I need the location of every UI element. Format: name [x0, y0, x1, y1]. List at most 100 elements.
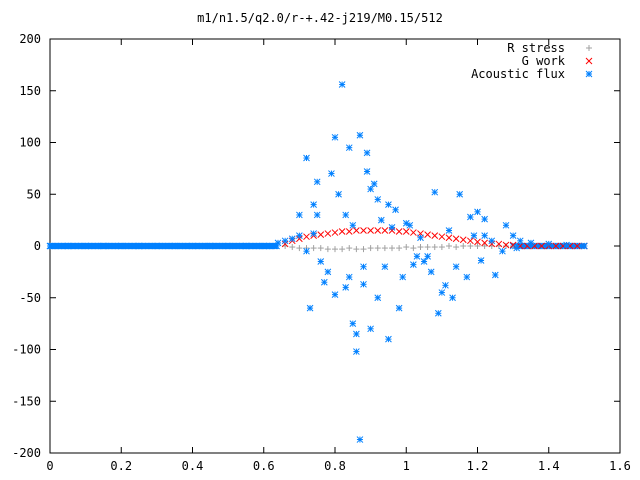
- acoustic-flux-point: [374, 294, 382, 302]
- acoustic-flux-point: [381, 263, 389, 271]
- acoustic-flux-point: [46, 242, 54, 250]
- acoustic-flux-point: [417, 234, 424, 242]
- acoustic-flux-point: [395, 304, 403, 312]
- legend-label-acoustic-flux: Acoustic flux: [471, 67, 565, 81]
- g-work-point: [374, 227, 382, 234]
- acoustic-flux-point: [331, 133, 339, 141]
- acoustic-flux-point: [310, 230, 317, 237]
- acoustic-flux-point: [502, 221, 510, 229]
- acoustic-flux-point: [338, 81, 346, 88]
- r-stress-point: [389, 245, 395, 252]
- g-work-point: [573, 242, 581, 250]
- x-tick-label: 0.8: [324, 459, 346, 473]
- acoustic-flux-point: [353, 348, 360, 355]
- acoustic-flux-point: [367, 185, 374, 193]
- x-tick-label: 1: [403, 459, 410, 473]
- acoustic-flux-point: [345, 144, 353, 152]
- acoustic-flux-point: [345, 273, 353, 281]
- acoustic-flux-point: [410, 261, 417, 268]
- r-stress-point: [424, 244, 431, 251]
- g-work-point: [445, 234, 453, 242]
- r-stress-point: [403, 244, 410, 251]
- acoustic-flux-point: [509, 232, 517, 240]
- acoustic-flux-point: [488, 237, 496, 245]
- g-work-point: [360, 227, 367, 234]
- r-stress-point: [317, 245, 324, 252]
- r-stress-point: [396, 245, 403, 252]
- acoustic-flux-point: [527, 239, 535, 247]
- acoustic-flux-point: [303, 247, 310, 255]
- y-tick-label: -150: [12, 394, 41, 408]
- r-stress-point: [360, 246, 367, 253]
- acoustic-flux-point: [360, 263, 367, 271]
- g-work-point: [538, 242, 545, 250]
- legend-marker-g-work: [585, 57, 593, 65]
- r-stress-point: [417, 244, 424, 251]
- acoustic-flux-point: [328, 170, 335, 177]
- r-stress-point: [346, 245, 353, 252]
- g-work-point: [495, 240, 503, 248]
- y-tick-label: -200: [12, 446, 41, 460]
- acoustic-flux-point: [242, 242, 250, 250]
- r-stress-point: [481, 243, 488, 249]
- r-stress-point: [453, 244, 460, 251]
- r-stress-point: [289, 244, 296, 251]
- y-tick-label: 100: [19, 136, 41, 150]
- acoustic-flux-point: [317, 258, 325, 265]
- acoustic-flux-point: [467, 213, 474, 221]
- acoustic-flux-point: [342, 284, 350, 291]
- r-stress-point: [474, 243, 481, 249]
- acoustic-flux-point: [420, 258, 428, 265]
- acoustic-flux-point: [296, 232, 303, 240]
- acoustic-flux-point: [563, 241, 570, 249]
- acoustic-flux-point: [356, 436, 364, 443]
- legend-marker-acoustic-flux: [585, 70, 593, 78]
- acoustic-flux-point: [374, 196, 382, 203]
- acoustic-flux-point: [402, 219, 410, 227]
- r-stress-point: [374, 245, 381, 252]
- legend: R stress G work Acoustic flux: [471, 41, 593, 81]
- acoustic-flux-point: [135, 242, 143, 250]
- x-tick-label: 0.2: [110, 459, 132, 473]
- acoustic-flux-point: [117, 242, 125, 250]
- r-stress-point: [410, 245, 417, 252]
- x-tick-label: 1.4: [538, 459, 560, 473]
- g-work-point: [331, 229, 339, 236]
- acoustic-flux-point: [363, 149, 371, 157]
- legend-marker-r-stress: [586, 45, 592, 51]
- acoustic-flux-point: [310, 201, 317, 208]
- g-work-point: [296, 235, 303, 243]
- acoustic-flux-point: [424, 252, 431, 260]
- g-work-point: [467, 237, 474, 245]
- acoustic-flux-point: [481, 215, 488, 223]
- acoustic-flux-point: [413, 252, 421, 260]
- g-work-point: [353, 227, 360, 234]
- x-tick-label: 0: [46, 459, 53, 473]
- acoustic-flux-point: [356, 131, 364, 139]
- acoustic-flux-point: [392, 206, 399, 214]
- acoustic-flux-point: [171, 242, 179, 250]
- g-work-point: [317, 231, 325, 238]
- legend-label-g-work: G work: [522, 54, 566, 68]
- acoustic-flux-point: [303, 154, 310, 162]
- g-work-point: [474, 238, 481, 246]
- r-stress-point: [460, 243, 467, 249]
- acoustic-flux-point: [320, 278, 328, 286]
- acoustic-flux-point: [206, 242, 214, 250]
- acoustic-flux-point: [349, 320, 357, 327]
- acoustic-flux-point: [385, 201, 392, 208]
- g-work-point: [388, 227, 396, 234]
- g-work-point: [552, 242, 560, 250]
- acoustic-flux-point: [427, 268, 435, 276]
- acoustic-flux-point: [100, 242, 107, 250]
- acoustic-flux-point: [470, 232, 478, 240]
- axes: 0 0.2 0.4 0.6 0.8 1 1.2 1.4 1.6 200 150 100 50 0 -50 -1…: [12, 32, 631, 473]
- acoustic-flux-point: [370, 180, 378, 188]
- x-tick-label: 1.6: [609, 459, 631, 473]
- r-stress-point: [310, 245, 317, 252]
- g-work-point: [438, 233, 446, 241]
- g-work-point: [338, 228, 346, 235]
- acoustic-flux-point: [388, 224, 396, 231]
- acoustic-flux-point: [481, 232, 488, 240]
- g-work-point: [431, 232, 439, 240]
